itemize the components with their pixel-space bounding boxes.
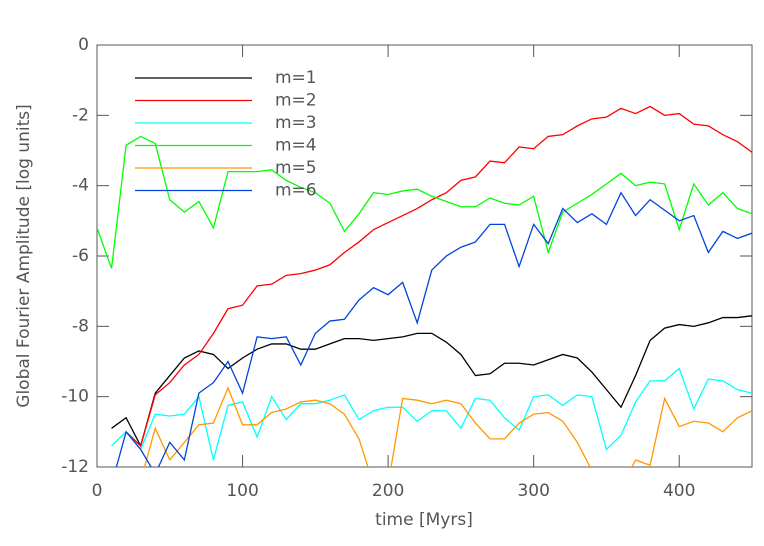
series-line [111,315,752,448]
legend-label: m=5 [275,158,317,178]
y-tick-label: -6 [72,246,89,266]
x-tick-label: 200 [372,481,404,501]
y-tick-label: 0 [78,35,89,55]
legend-label: m=2 [275,91,317,111]
legend-label: m=1 [275,68,317,88]
x-axis-label: time [Myrs] [375,510,473,530]
y-axis-label: Global Fourier Amplitude [log units] [14,104,34,407]
plot-area [97,105,752,467]
series-line [115,191,752,467]
x-tick-label: 400 [663,481,695,501]
x-tick-label: 0 [92,481,103,501]
y-tick-label: -4 [72,176,89,196]
y-tick-label: -2 [72,105,89,125]
y-tick-label: -12 [61,457,89,477]
y-tick-label: -8 [72,316,89,336]
x-tick-label: 100 [226,481,258,501]
legend-label: m=3 [275,113,317,133]
y-tick-label: -10 [61,387,89,407]
legend-label: m=6 [275,181,317,201]
series-line [97,135,752,269]
x-tick-label: 300 [517,481,549,501]
legend-label: m=4 [275,136,317,156]
series-line [125,105,752,448]
series-line [143,386,752,467]
series-line [111,367,752,461]
